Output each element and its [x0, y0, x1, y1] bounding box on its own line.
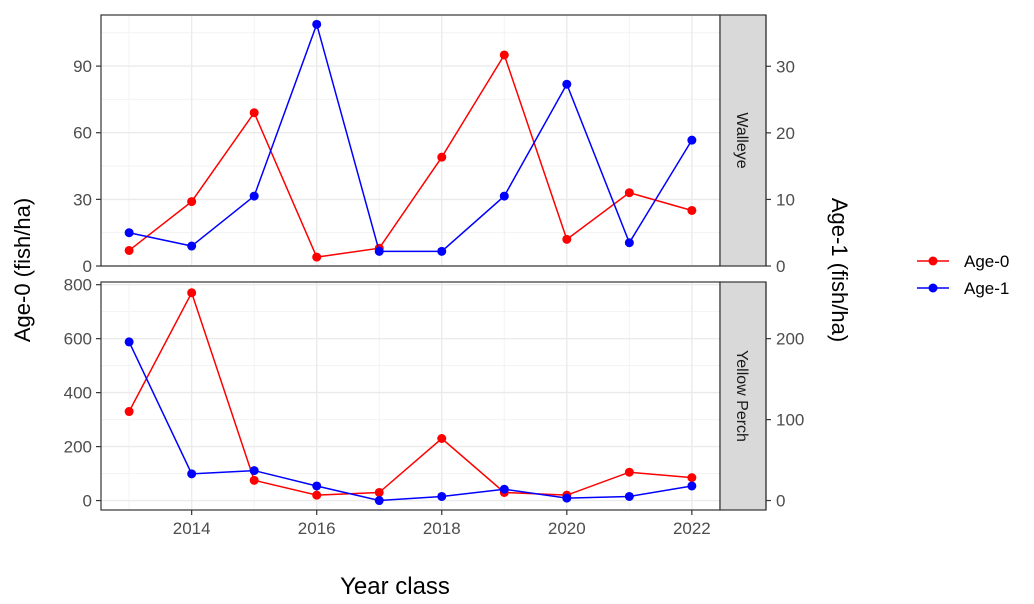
facet-strip-label: Yellow Perch — [733, 350, 750, 442]
y-right-tick-label: 200 — [776, 330, 804, 349]
data-point-age-1 — [624, 491, 634, 501]
y-left-tick-label: 0 — [83, 492, 92, 511]
series-line-age-0 — [128, 290, 692, 496]
x-tick-label: 2022 — [673, 519, 711, 538]
data-point-age-0 — [312, 252, 322, 262]
x-axis-title: Year class — [340, 573, 450, 599]
data-point-age-1 — [624, 238, 634, 248]
data-point-age-0 — [499, 50, 509, 60]
y-left-tick-label: 30 — [73, 190, 92, 209]
y-axis-left-title: Age-0 (fish/ha) — [10, 198, 35, 342]
y-right-tick-label: 20 — [776, 124, 795, 143]
facet-strip — [719, 14, 767, 267]
data-point-age-1 — [312, 481, 322, 491]
data-point-age-1 — [312, 19, 322, 29]
series-line-age-0 — [128, 53, 693, 258]
data-point-age-1 — [374, 246, 384, 256]
x-tick-label: 2018 — [423, 519, 461, 538]
data-point-age-0 — [687, 473, 697, 483]
data-point-age-1 — [437, 246, 447, 256]
data-point-age-0 — [249, 475, 259, 485]
facet-strip-label: Walleye — [733, 112, 750, 168]
series-line-age-1 — [128, 21, 693, 253]
x-tick-label: 2020 — [548, 519, 586, 538]
data-point-age-1 — [499, 191, 509, 201]
data-point-age-1 — [687, 481, 697, 491]
legend-key-point — [928, 283, 938, 293]
data-point-age-1 — [687, 135, 697, 145]
data-point-age-1 — [374, 496, 384, 506]
data-point-age-1 — [562, 493, 572, 503]
data-point-age-1 — [249, 466, 259, 476]
legend-label: Age-0 — [964, 252, 1009, 271]
x-axis: 2014 2016 2018 2020 2022 — [173, 510, 711, 538]
data-point-age-1 — [562, 79, 572, 89]
panel-yellow-perch: Yellow Perch 0 200 400 600 800 0 100 200 — [64, 276, 804, 511]
data-point-age-0 — [249, 108, 259, 118]
data-point-age-1 — [249, 191, 259, 201]
legend-label: Age-1 — [964, 279, 1009, 298]
y-left-tick-label: 90 — [73, 57, 92, 76]
y-right-tick-label: 30 — [776, 57, 795, 76]
y-left-tick-label: 600 — [64, 330, 92, 349]
data-point-age-1 — [187, 469, 197, 479]
data-point-age-0 — [687, 205, 697, 215]
series-line-age-1 — [128, 341, 692, 502]
data-point-age-0 — [624, 188, 634, 198]
legend-key-point — [928, 256, 938, 266]
x-tick-label: 2014 — [173, 519, 211, 538]
data-point-age-0 — [437, 433, 447, 443]
data-point-age-0 — [374, 487, 384, 497]
y-left-tick-label: 0 — [83, 257, 92, 276]
data-point-age-1 — [124, 228, 134, 238]
y-right-tick-label: 0 — [776, 492, 785, 511]
x-tick-label: 2016 — [298, 519, 336, 538]
data-point-age-0 — [124, 407, 134, 417]
data-point-age-0 — [124, 245, 134, 255]
data-point-age-1 — [499, 484, 509, 494]
y-axis-right-title: Age-1 (fish/ha) — [827, 198, 852, 342]
data-point-age-0 — [624, 467, 634, 477]
y-left-tick-label: 400 — [64, 384, 92, 403]
y-right-tick-label: 10 — [776, 190, 795, 209]
y-right-tick-label: 100 — [776, 411, 804, 430]
data-point-age-0 — [562, 234, 572, 244]
y-right-tick-label: 0 — [776, 257, 785, 276]
data-point-age-0 — [187, 288, 197, 298]
y-left-tick-label: 200 — [64, 438, 92, 457]
data-point-age-0 — [437, 152, 447, 162]
data-point-age-0 — [187, 197, 197, 207]
data-point-age-0 — [312, 490, 322, 500]
data-point-age-1 — [437, 491, 447, 501]
facet-strip — [719, 281, 767, 511]
legend: Age-0 Age-1 — [917, 252, 1009, 298]
panel-walleye: Walleye 0 30 60 90 0 10 20 30 — [73, 14, 795, 276]
data-point-age-1 — [187, 241, 197, 251]
y-left-tick-label: 60 — [73, 124, 92, 143]
panel-background — [101, 15, 720, 266]
panel-background — [101, 282, 720, 510]
data-point-age-1 — [124, 337, 134, 347]
y-left-tick-label: 800 — [64, 276, 92, 295]
